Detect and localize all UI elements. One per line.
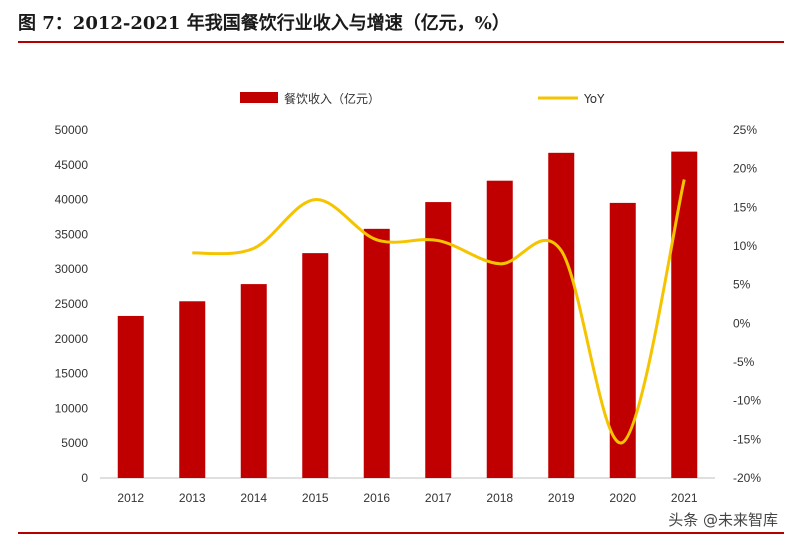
bar <box>179 301 206 478</box>
watermark: 头条 @未来智库 <box>668 511 778 529</box>
bar <box>240 284 267 478</box>
y-left-tick-label: 25000 <box>55 297 89 311</box>
bar <box>486 180 513 478</box>
y-right-tick-label: -15% <box>733 432 761 446</box>
bar <box>302 253 329 478</box>
x-tick-label: 2017 <box>425 491 452 505</box>
x-tick-label: 2015 <box>302 491 329 505</box>
x-tick-label: 2018 <box>486 491 513 505</box>
bars <box>117 151 698 479</box>
legend: 餐饮收入（亿元） YoY <box>240 91 605 106</box>
bar <box>117 315 144 478</box>
x-tick-label: 2013 <box>179 491 206 505</box>
y-right-tick-label: -5% <box>733 355 755 369</box>
y-left-tick-label: 20000 <box>55 332 89 346</box>
y-right-tick-label: -10% <box>733 394 761 408</box>
bar <box>671 151 698 479</box>
x-tick-label: 2020 <box>609 491 636 505</box>
y-right-tick-label: 15% <box>733 200 757 214</box>
y-left-tick-label: 40000 <box>55 193 89 207</box>
y-right-tick-label: 25% <box>733 123 757 137</box>
legend-label-line: YoY <box>583 92 605 106</box>
y-left-tick-label: 0 <box>81 471 88 485</box>
bottom-rule <box>18 532 784 534</box>
y-left-tick-label: 30000 <box>55 262 89 276</box>
x-tick-label: 2019 <box>548 491 575 505</box>
y-left-tick-label: 5000 <box>61 436 88 450</box>
y-left-tick-label: 10000 <box>55 401 89 415</box>
yoy-series-line <box>192 179 686 445</box>
y-right-tick-label: -20% <box>733 471 761 485</box>
bar <box>548 152 575 478</box>
y-left-tick-label: 15000 <box>55 367 89 381</box>
legend-label-bar: 餐饮收入（亿元） <box>284 91 380 106</box>
x-tick-label: 2016 <box>363 491 390 505</box>
y-left-tick-label: 45000 <box>55 158 89 172</box>
y-right-tick-label: 0% <box>733 316 751 330</box>
yoy-line <box>192 179 686 445</box>
bar <box>363 228 390 478</box>
y-right-tick-label: 10% <box>733 239 757 253</box>
x-tick-label: 2014 <box>240 491 267 505</box>
bar <box>425 202 452 478</box>
y-left-tick-label: 35000 <box>55 227 89 241</box>
figure-title: 图 7：2012-2021 年我国餐饮行业收入与增速（亿元，%） <box>18 13 510 34</box>
x-tick-label: 2012 <box>117 491 144 505</box>
title-rule <box>18 41 784 43</box>
legend-swatch-bar <box>240 92 278 103</box>
y-right-tick-label: 5% <box>733 278 751 292</box>
x-tick-label: 2021 <box>671 491 698 505</box>
y-left-tick-label: 50000 <box>55 123 89 137</box>
y-right-tick-label: 20% <box>733 162 757 176</box>
axes: 0 5000 10000 15000 20000 25000 30000 35000 40000… <box>55 123 762 505</box>
bar <box>609 202 636 478</box>
